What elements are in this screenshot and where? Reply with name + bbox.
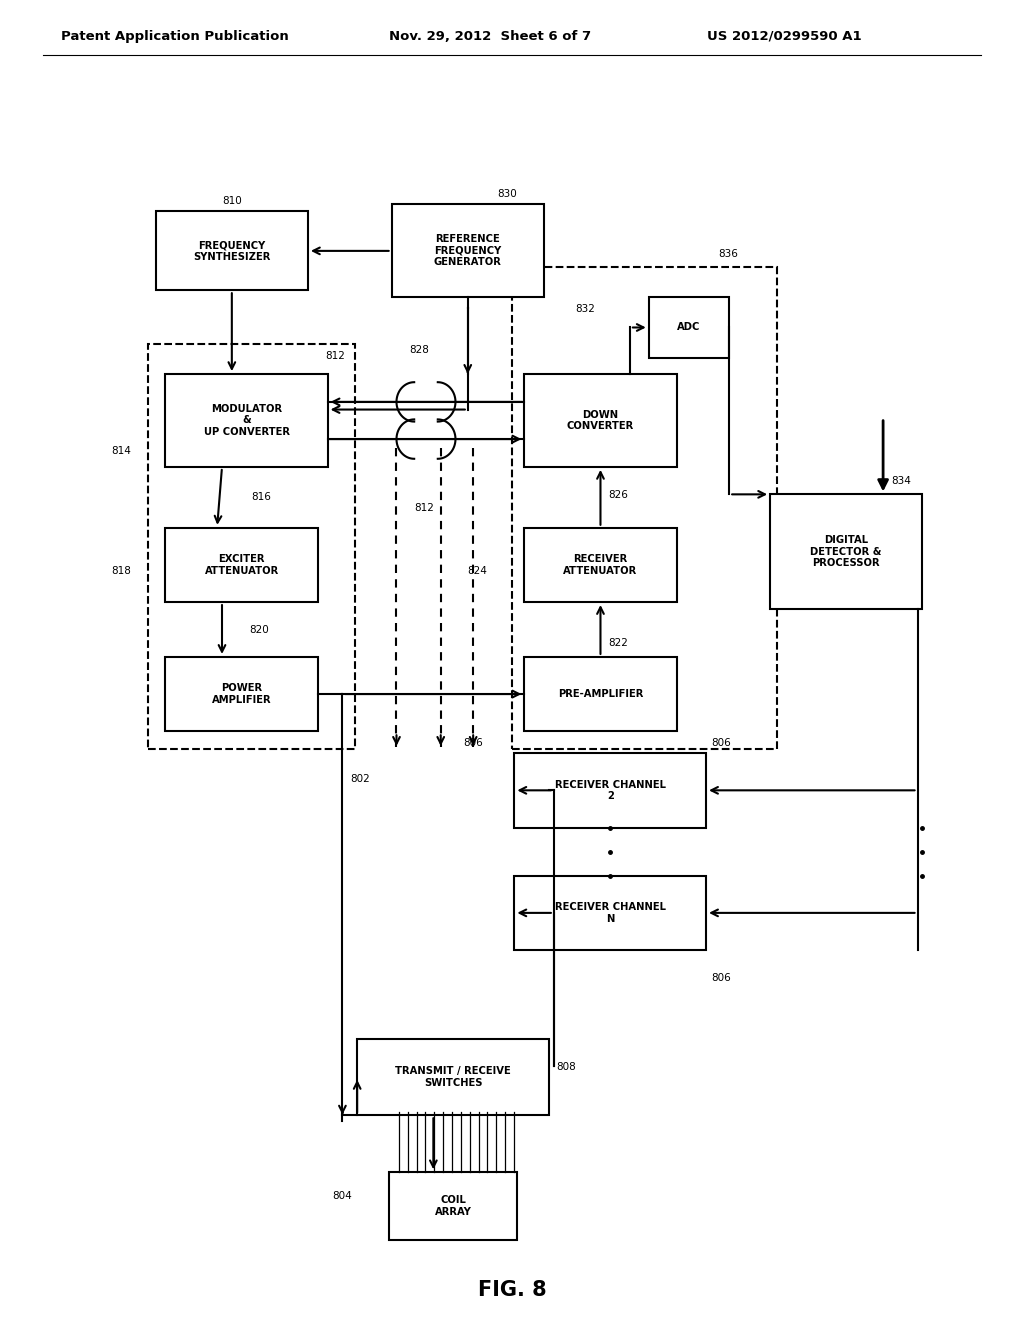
FancyBboxPatch shape (524, 528, 677, 602)
Text: Patent Application Publication: Patent Application Publication (61, 29, 289, 42)
Text: 828: 828 (409, 345, 429, 355)
FancyBboxPatch shape (166, 528, 317, 602)
Text: 816: 816 (252, 492, 271, 502)
Text: DOWN
CONVERTER: DOWN CONVERTER (567, 409, 634, 432)
Text: FIG. 8: FIG. 8 (477, 1280, 547, 1300)
Text: REFERENCE
FREQUENCY
GENERATOR: REFERENCE FREQUENCY GENERATOR (434, 234, 502, 268)
Text: RECEIVER CHANNEL
2: RECEIVER CHANNEL 2 (555, 780, 666, 801)
Text: POWER
AMPLIFIER: POWER AMPLIFIER (212, 684, 271, 705)
Text: 804: 804 (332, 1191, 352, 1201)
Text: 836: 836 (719, 248, 738, 259)
Text: 824: 824 (467, 566, 487, 576)
Text: 812: 812 (414, 503, 434, 513)
Text: 832: 832 (574, 305, 595, 314)
Text: Nov. 29, 2012  Sheet 6 of 7: Nov. 29, 2012 Sheet 6 of 7 (389, 29, 591, 42)
Text: 806: 806 (711, 973, 731, 983)
Text: RECEIVER
ATTENUATOR: RECEIVER ATTENUATOR (563, 554, 638, 576)
Text: 802: 802 (350, 774, 370, 784)
FancyBboxPatch shape (389, 1172, 517, 1239)
Text: FREQUENCY
SYNTHESIZER: FREQUENCY SYNTHESIZER (194, 240, 270, 261)
Text: DIGITAL
DETECTOR &
PROCESSOR: DIGITAL DETECTOR & PROCESSOR (810, 535, 882, 569)
Text: 834: 834 (891, 475, 910, 486)
Text: 814: 814 (112, 446, 131, 455)
Text: ADC: ADC (677, 322, 700, 333)
FancyBboxPatch shape (156, 211, 308, 290)
Text: PRE-AMPLIFIER: PRE-AMPLIFIER (558, 689, 643, 700)
Text: 806: 806 (711, 738, 731, 747)
Text: TRANSMIT / RECEIVE
SWITCHES: TRANSMIT / RECEIVE SWITCHES (395, 1067, 511, 1088)
Text: COIL
ARRAY: COIL ARRAY (434, 1196, 471, 1217)
FancyBboxPatch shape (648, 297, 729, 358)
Text: 826: 826 (608, 490, 628, 500)
Text: 812: 812 (326, 351, 345, 362)
FancyBboxPatch shape (357, 1039, 549, 1115)
Text: 808: 808 (557, 1061, 577, 1072)
FancyBboxPatch shape (524, 374, 677, 467)
Text: 818: 818 (112, 566, 131, 576)
FancyBboxPatch shape (166, 657, 317, 731)
Text: EXCITER
ATTENUATOR: EXCITER ATTENUATOR (205, 554, 279, 576)
FancyBboxPatch shape (514, 875, 707, 950)
FancyBboxPatch shape (514, 754, 707, 828)
Text: 810: 810 (222, 197, 242, 206)
Text: US 2012/0299590 A1: US 2012/0299590 A1 (707, 29, 861, 42)
FancyBboxPatch shape (166, 374, 328, 467)
Text: MODULATOR
&
UP CONVERTER: MODULATOR & UP CONVERTER (204, 404, 290, 437)
Text: 806: 806 (463, 738, 483, 747)
FancyBboxPatch shape (524, 657, 677, 731)
Text: RECEIVER CHANNEL
N: RECEIVER CHANNEL N (555, 902, 666, 924)
Text: 822: 822 (608, 638, 628, 648)
Text: 830: 830 (498, 189, 517, 199)
Text: 820: 820 (250, 624, 269, 635)
FancyBboxPatch shape (391, 205, 544, 297)
FancyBboxPatch shape (770, 495, 923, 610)
